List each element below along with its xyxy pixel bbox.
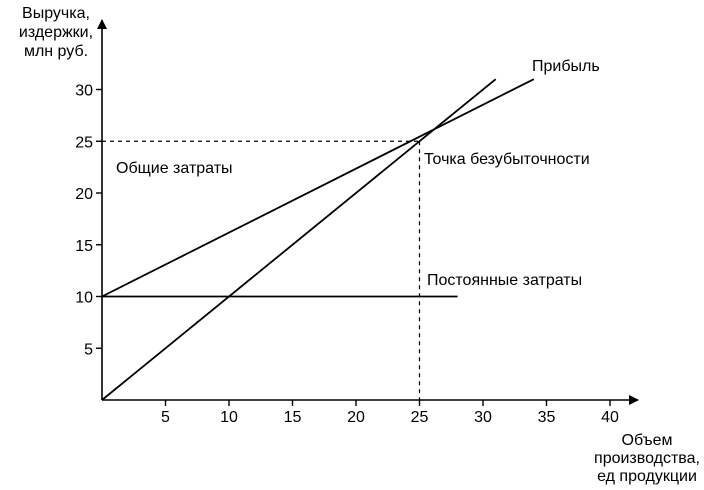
revenue-line bbox=[101, 78, 497, 401]
y-tick-label: 5 bbox=[84, 341, 93, 358]
y-axis-label-line: Выручка, bbox=[22, 5, 90, 22]
annotation-total-costs: Общие затраты bbox=[116, 160, 233, 177]
x-tick-label: 5 bbox=[161, 409, 170, 426]
axes bbox=[97, 19, 639, 405]
y-tick-label: 10 bbox=[75, 290, 93, 307]
x-axis-label-line: производства, bbox=[594, 450, 700, 467]
y-axis-label-line: млн руб. bbox=[23, 43, 89, 60]
x-tick-label: 30 bbox=[474, 409, 492, 426]
y-tick-label: 30 bbox=[75, 83, 93, 100]
total-costs-line bbox=[101, 78, 535, 298]
x-tick-label: 25 bbox=[411, 409, 429, 426]
x-axis-label: Объем производства, ед продукции bbox=[592, 432, 702, 486]
x-axis-label-line: ед продукции bbox=[597, 468, 697, 485]
y-tick-label: 20 bbox=[75, 186, 93, 203]
x-tick-label: 10 bbox=[220, 409, 238, 426]
x-tick-label: 20 bbox=[347, 409, 365, 426]
x-tick-label: 40 bbox=[601, 409, 619, 426]
tick-group: 5 10 15 20 25 30 5 10 15 20 25 30 35 40 bbox=[75, 83, 619, 427]
y-tick-label: 25 bbox=[75, 134, 93, 151]
annotation-fixed-costs: Постоянные затраты bbox=[427, 272, 583, 289]
annotation-profit: Прибыль bbox=[532, 58, 600, 75]
x-axis-label-line: Объем bbox=[621, 432, 673, 449]
series-lines bbox=[101, 78, 535, 401]
y-axis-label: Выручка, издержки, млн руб. bbox=[6, 4, 106, 61]
x-tick-label: 15 bbox=[284, 409, 302, 426]
annotation-break-even: Точка безубыточности bbox=[424, 151, 590, 168]
break-even-guides bbox=[102, 140, 421, 400]
x-tick-label: 35 bbox=[538, 409, 556, 426]
y-axis-label-line: издержки, bbox=[18, 24, 94, 41]
y-tick-label: 15 bbox=[75, 238, 93, 255]
